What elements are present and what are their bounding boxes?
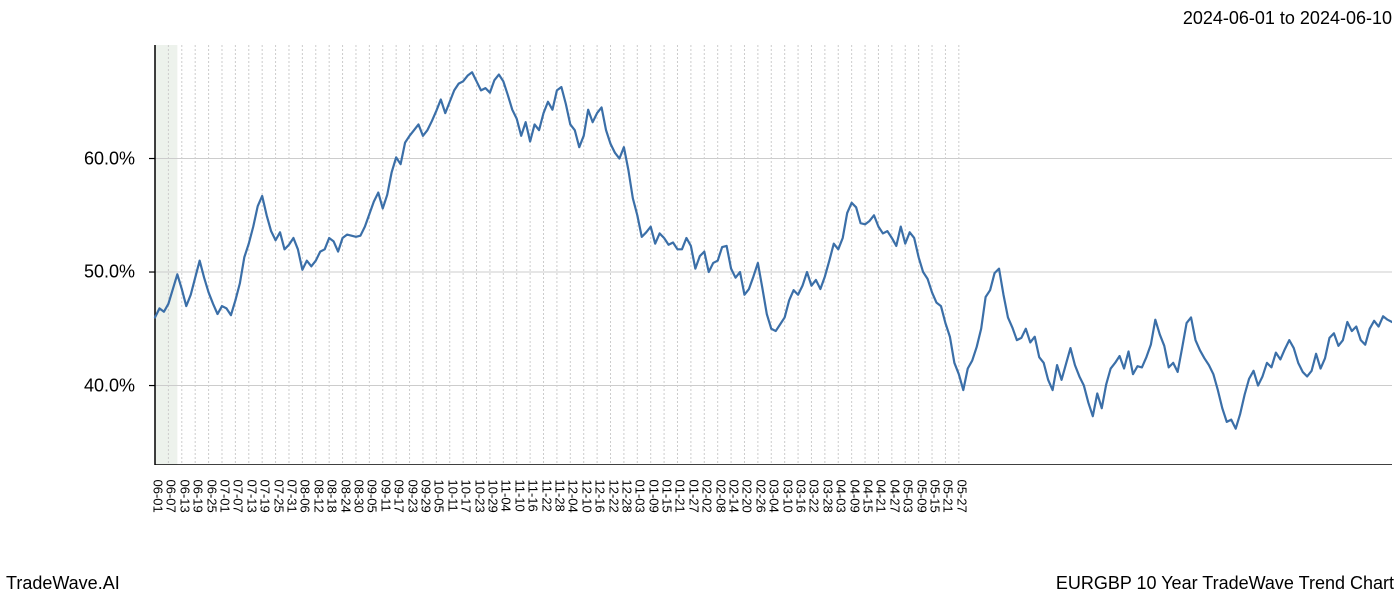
x-tick-label: 10-17 xyxy=(459,480,474,513)
x-tick-label: 08-18 xyxy=(325,480,340,513)
x-tick-label: 09-17 xyxy=(392,480,407,513)
x-tick-label: 06-19 xyxy=(191,480,206,513)
date-range-label: 2024-06-01 to 2024-06-10 xyxy=(1183,8,1392,29)
chart-title: EURGBP 10 Year TradeWave Trend Chart xyxy=(1056,573,1394,594)
x-tick-label: 05-27 xyxy=(954,480,969,513)
x-tick-label: 11-16 xyxy=(526,480,541,512)
brand-label: TradeWave.AI xyxy=(6,573,120,594)
chart-svg xyxy=(80,45,1392,465)
chart-area xyxy=(80,45,1392,465)
x-axis-labels: 06-0106-0706-1306-1906-2507-0107-0707-13… xyxy=(155,470,1392,560)
x-tick-label: 12-16 xyxy=(593,480,608,513)
x-tick-label: 05-03 xyxy=(901,480,916,513)
x-tick-label: 04-03 xyxy=(834,480,849,513)
x-tick-label: 07-19 xyxy=(258,480,273,513)
